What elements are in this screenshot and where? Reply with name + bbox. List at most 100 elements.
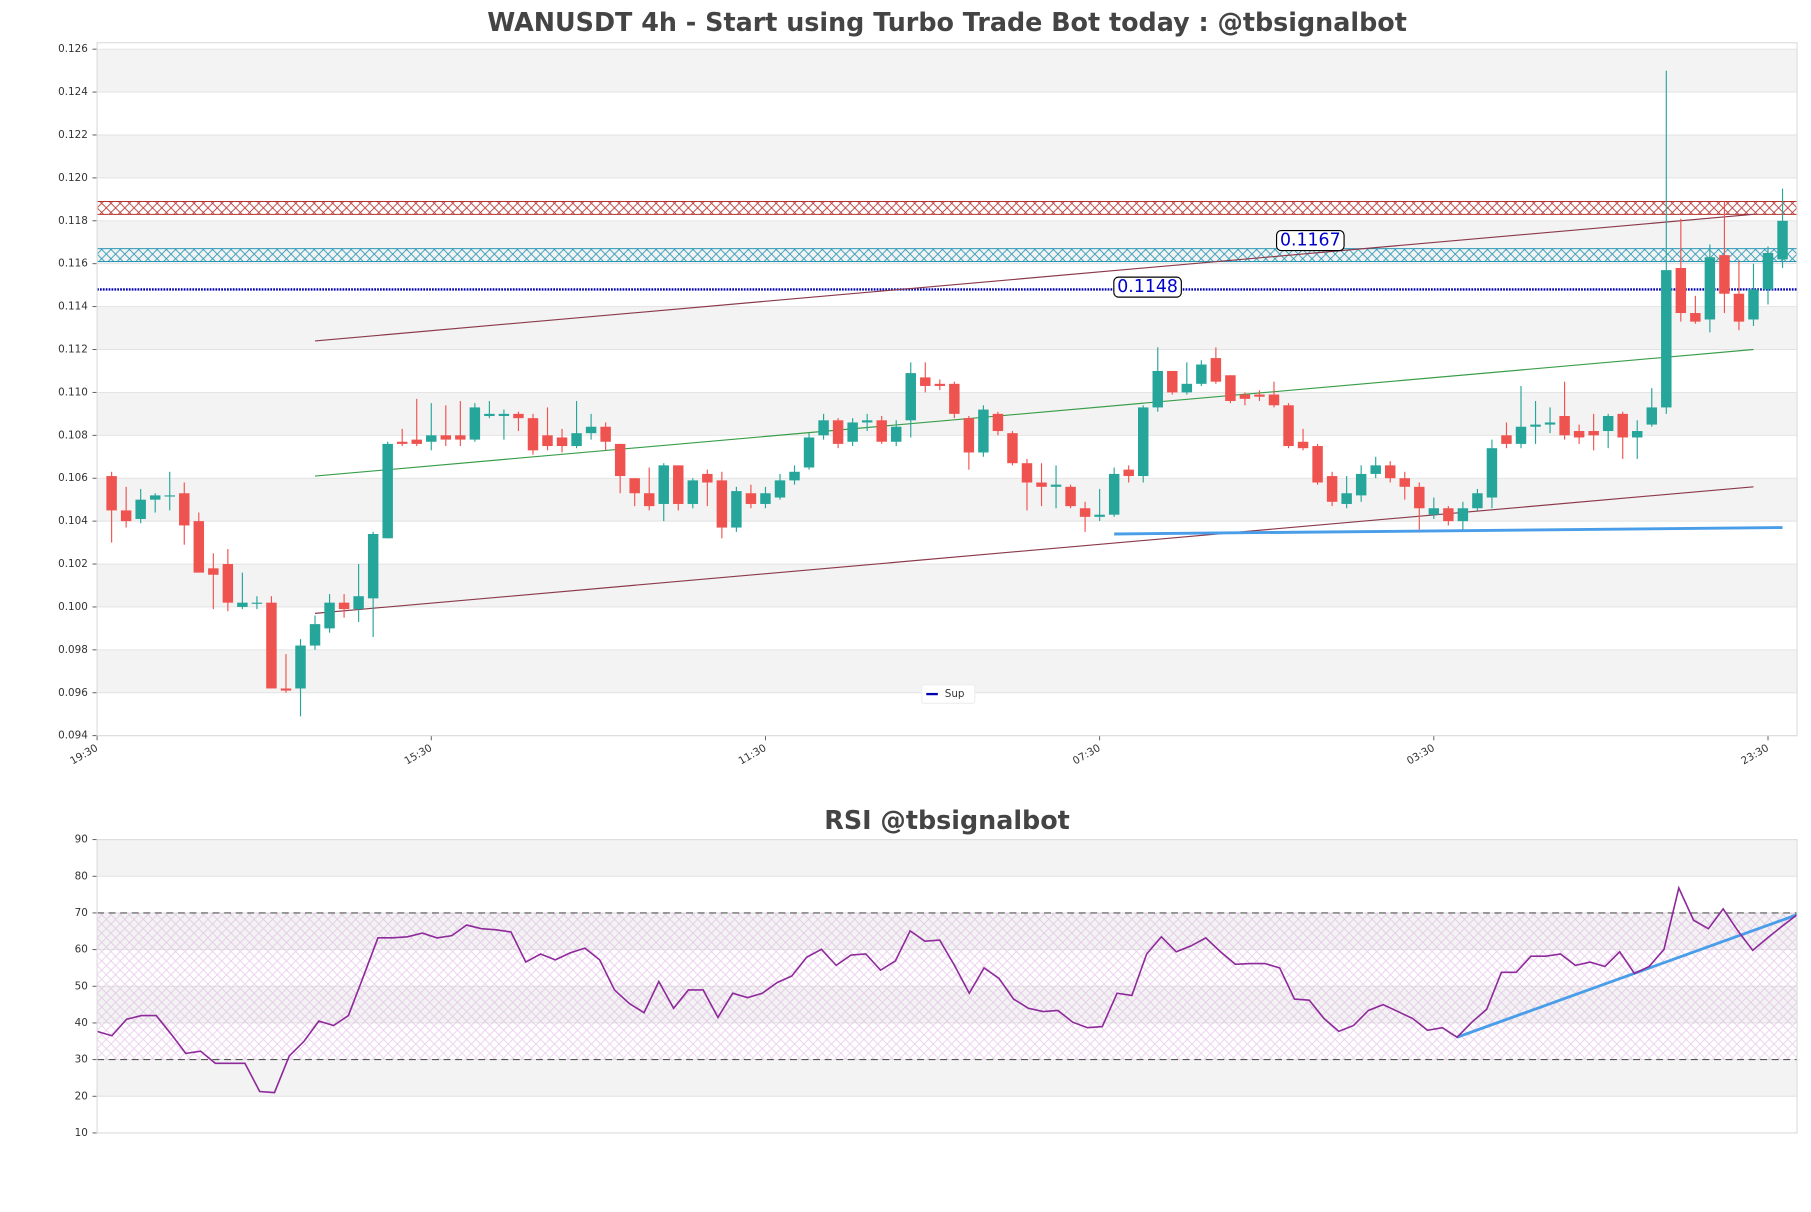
y-tick-label: 90 xyxy=(75,834,88,846)
trend-line xyxy=(314,213,1754,342)
candle-body xyxy=(920,377,931,386)
candle-body xyxy=(179,493,190,526)
candle-body xyxy=(658,465,669,504)
candle-body xyxy=(1617,413,1628,438)
band xyxy=(97,564,1798,607)
candle-body xyxy=(1748,289,1759,320)
candle-body xyxy=(1501,435,1512,444)
candle-body xyxy=(1167,370,1178,393)
candle-body xyxy=(1326,476,1338,502)
candle-body xyxy=(1573,431,1585,438)
candle-body xyxy=(106,476,117,511)
candle-body xyxy=(1428,508,1440,515)
candle-body xyxy=(571,433,582,447)
rsi-line xyxy=(96,885,1798,1094)
candle-body xyxy=(1602,416,1614,432)
price-label-box xyxy=(1275,230,1345,252)
y-tick-label: 0.098 xyxy=(58,644,88,656)
candle-body xyxy=(585,426,597,434)
candle-body xyxy=(774,480,786,498)
candle-body xyxy=(832,420,844,444)
candle-body xyxy=(1108,473,1120,515)
y-tick-label: 50 xyxy=(75,980,88,992)
candle-body xyxy=(426,435,437,442)
candle-body xyxy=(1050,484,1062,487)
y-tick-label: 60 xyxy=(75,944,88,956)
legend-label: Sup xyxy=(945,688,965,700)
y-tick-label: 0.122 xyxy=(58,129,88,141)
candle-body xyxy=(890,426,902,442)
y-tick-label: 0.104 xyxy=(58,515,88,527)
candle-body xyxy=(600,426,611,442)
candle-body xyxy=(731,491,742,528)
candle-body xyxy=(1762,252,1774,290)
y-tick-label: 30 xyxy=(75,1054,88,1066)
candle-body xyxy=(1675,267,1687,314)
candle-body xyxy=(1690,313,1701,322)
band xyxy=(97,392,1798,436)
candle-body xyxy=(295,645,306,689)
panel: RSI @tbsignalbot 10 20 30 40 50 60 70 80 90 xyxy=(75,805,1798,1139)
candle-body xyxy=(440,435,452,440)
x-tick-label: 19:30 xyxy=(68,742,100,767)
fill-between xyxy=(97,912,1798,1060)
candle-body xyxy=(1646,407,1657,425)
candle-body xyxy=(469,407,481,440)
candle-body xyxy=(1094,514,1105,517)
price-label-text: 0.1167 xyxy=(1280,231,1341,251)
y-tick-label: 0.108 xyxy=(58,429,88,441)
y-tick-label: 0.116 xyxy=(58,258,88,270)
band xyxy=(97,839,1798,877)
band xyxy=(97,478,1798,522)
candle-body xyxy=(237,602,248,607)
y-tick-label: 70 xyxy=(75,907,88,919)
trend-line xyxy=(1114,526,1783,536)
band xyxy=(97,306,1798,350)
candle-body xyxy=(1661,270,1672,408)
candle-body xyxy=(1515,426,1527,444)
candle-body xyxy=(251,602,263,604)
candle-body xyxy=(1632,431,1643,438)
candle-body xyxy=(1341,493,1352,504)
x-tick-label: 15:30 xyxy=(402,742,434,767)
candle-body xyxy=(978,409,989,453)
candle-body xyxy=(513,413,524,419)
legend-box xyxy=(921,684,976,704)
candle-body xyxy=(193,521,205,573)
candle-body xyxy=(643,493,655,507)
candle-body xyxy=(1268,394,1280,406)
candle-body xyxy=(1355,473,1367,496)
candle-body xyxy=(1443,508,1454,522)
trend-line xyxy=(314,486,1754,614)
candle-body xyxy=(1486,448,1498,498)
y-tick-label: 0.106 xyxy=(58,472,88,484)
candle-body xyxy=(963,418,975,453)
candle-body xyxy=(1472,493,1483,509)
candle-body xyxy=(1239,394,1251,399)
candle-body xyxy=(745,493,757,504)
candle-body xyxy=(702,473,713,483)
candle-body xyxy=(1152,370,1163,408)
candle-body xyxy=(309,624,321,646)
y-tick-label: 0.114 xyxy=(58,301,88,313)
plot-frame xyxy=(96,839,1798,1134)
candle-body xyxy=(614,443,626,477)
candle-body xyxy=(1719,255,1730,294)
candle-body xyxy=(1704,257,1716,320)
candle-body xyxy=(673,465,684,504)
candle-body xyxy=(1137,407,1149,477)
trend-line xyxy=(314,348,1754,477)
y-tick-label: 0.124 xyxy=(58,86,88,98)
candle-body xyxy=(818,420,829,436)
candle-body xyxy=(1588,431,1599,436)
y-tick-label: 10 xyxy=(75,1127,88,1139)
candle-body xyxy=(164,495,175,497)
candle-body xyxy=(455,435,466,440)
candle-body xyxy=(542,435,553,447)
price-label: 0.1148 xyxy=(1113,276,1182,298)
candle-body xyxy=(760,493,771,504)
candle-body xyxy=(1297,441,1309,449)
candle-body xyxy=(1457,508,1469,522)
